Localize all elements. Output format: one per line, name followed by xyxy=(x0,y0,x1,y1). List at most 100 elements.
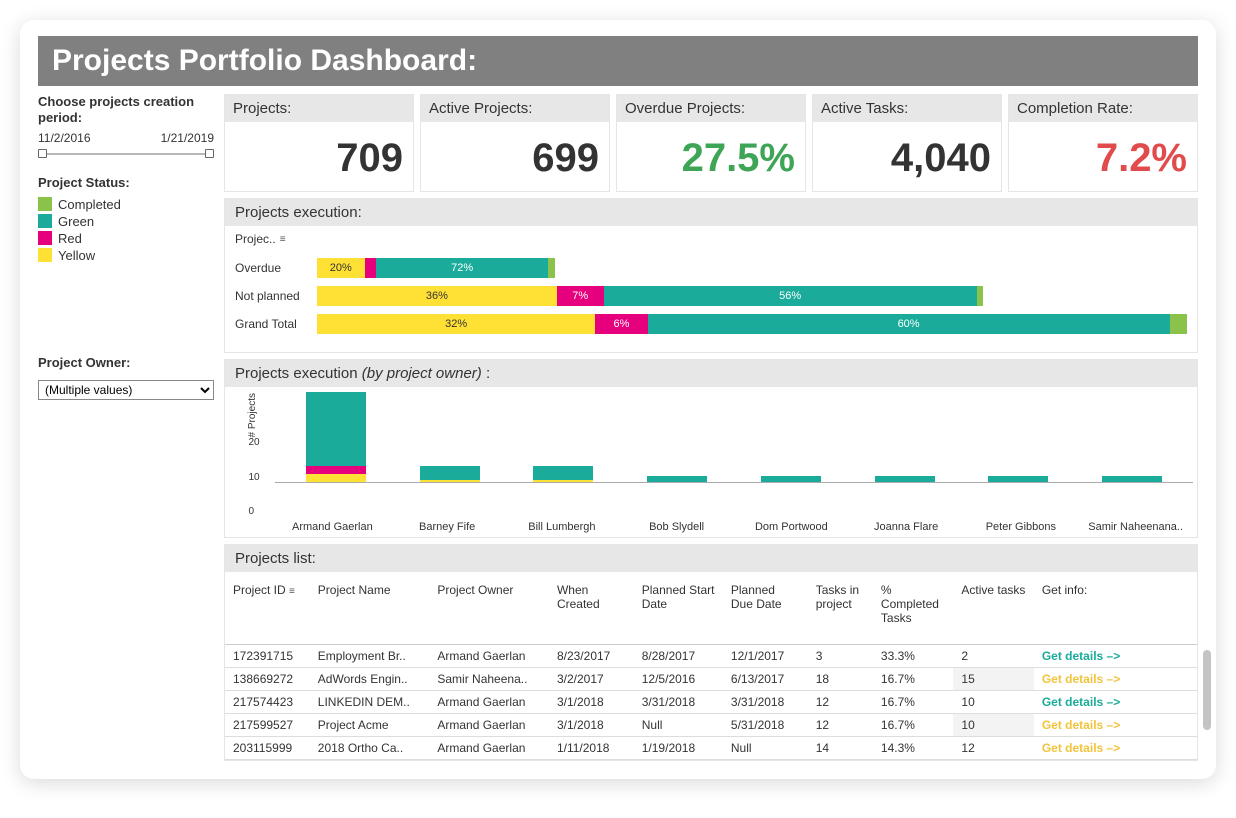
kpi-label: Active Tasks: xyxy=(813,95,1001,122)
table-header[interactable]: Planned Start Date xyxy=(634,578,723,644)
section-title-execution: Projects execution: xyxy=(225,199,1197,226)
table-cell: 2 xyxy=(953,644,1033,667)
table-cell: 3/31/2018 xyxy=(723,690,808,713)
execution-row-label: Overdue xyxy=(235,261,317,275)
table-header[interactable]: Planned Due Date xyxy=(723,578,808,644)
table-cell: 12/5/2016 xyxy=(634,667,723,690)
table-cell: Project Acme xyxy=(310,713,430,736)
owner-name-label: Armand Gaerlan xyxy=(275,517,390,533)
owner-name-label: Peter Gibbons xyxy=(964,517,1079,533)
projects-table: Project ID ≡Project NameProject OwnerWhe… xyxy=(225,578,1197,759)
table-cell: 217599527 xyxy=(225,713,310,736)
table-cell: 16.7% xyxy=(873,690,953,713)
table-cell: 12 xyxy=(808,690,873,713)
execution-segment xyxy=(548,258,555,278)
main-content: Projects: 709Active Projects: 699Overdue… xyxy=(224,94,1198,761)
get-details-link[interactable]: Get details –> xyxy=(1042,741,1120,755)
table-cell: 15 xyxy=(953,667,1033,690)
execution-segment: 56% xyxy=(604,286,977,306)
execution-bar[interactable]: 32%6%60% xyxy=(317,314,1187,334)
legend-swatch xyxy=(38,214,52,228)
y-tick: 20 xyxy=(248,437,259,448)
kpi-value: 7.2% xyxy=(1009,122,1197,191)
date-filter-label: Choose projects creation period: xyxy=(38,94,214,125)
table-header[interactable]: Get info: xyxy=(1034,578,1197,644)
table-cell: LINKEDIN DEM.. xyxy=(310,690,430,713)
owner-filter-label: Project Owner: xyxy=(38,355,214,371)
page-title: Projects Portfolio Dashboard: xyxy=(38,36,1198,86)
execution-row: Grand Total32%6%60% xyxy=(235,314,1187,334)
owner-name-label: Samir Naheenana.. xyxy=(1078,517,1193,533)
status-legend-item[interactable]: Completed xyxy=(38,197,214,212)
owner-bar[interactable] xyxy=(1075,476,1189,482)
table-header[interactable]: Project ID ≡ xyxy=(225,578,310,644)
table-cell: Samir Naheena.. xyxy=(429,667,549,690)
projects-list-section: Projects list: Project ID ≡Project NameP… xyxy=(224,544,1198,760)
status-legend-item[interactable]: Yellow xyxy=(38,248,214,263)
scrollbar[interactable] xyxy=(1203,650,1211,730)
owner-bar[interactable] xyxy=(507,466,621,482)
table-row[interactable]: 172391715Employment Br..Armand Gaerlan8/… xyxy=(225,644,1197,667)
by-owner-section: Projects execution (by project owner) : … xyxy=(224,359,1198,538)
owner-select[interactable]: (Multiple values) xyxy=(38,380,214,400)
owner-bar[interactable] xyxy=(848,476,962,482)
status-filter-label: Project Status: xyxy=(38,175,214,191)
exec-axis-label: Projec.. xyxy=(235,232,276,246)
table-cell: 1/11/2018 xyxy=(549,736,634,759)
table-row[interactable]: 2031159992018 Ortho Ca..Armand Gaerlan1/… xyxy=(225,736,1197,759)
sort-icon[interactable]: ≡ xyxy=(280,234,286,245)
table-cell: 3/31/2018 xyxy=(634,690,723,713)
table-cell: 12 xyxy=(808,713,873,736)
table-cell: Armand Gaerlan xyxy=(429,736,549,759)
owner-bar[interactable] xyxy=(734,476,848,482)
execution-bar[interactable]: 20%72% xyxy=(317,258,555,278)
kpi-row: Projects: 709Active Projects: 699Overdue… xyxy=(224,94,1198,192)
table-cell: 3/1/2018 xyxy=(549,690,634,713)
owner-name-label: Bill Lumbergh xyxy=(505,517,620,533)
table-header[interactable]: Project Owner xyxy=(429,578,549,644)
table-header[interactable]: When Created xyxy=(549,578,634,644)
table-header[interactable]: Tasks in project xyxy=(808,578,873,644)
table-row[interactable]: 138669272AdWords Engin..Samir Naheena..3… xyxy=(225,667,1197,690)
table-header[interactable]: % Completed Tasks xyxy=(873,578,953,644)
legend-swatch xyxy=(38,197,52,211)
execution-row: Not planned36%7%56% xyxy=(235,286,1187,306)
table-cell: 5/31/2018 xyxy=(723,713,808,736)
sort-icon[interactable]: ≡ xyxy=(289,586,295,597)
table-row[interactable]: 217574423LINKEDIN DEM..Armand Gaerlan3/1… xyxy=(225,690,1197,713)
section-title-list: Projects list: xyxy=(225,545,1197,572)
date-range-slider[interactable] xyxy=(38,149,214,159)
table-header[interactable]: Project Name xyxy=(310,578,430,644)
owner-bar[interactable] xyxy=(620,476,734,482)
execution-segment: 36% xyxy=(317,286,557,306)
table-cell: 203115999 xyxy=(225,736,310,759)
kpi-label: Active Projects: xyxy=(421,95,609,122)
table-row[interactable]: 217599527Project AcmeArmand Gaerlan3/1/2… xyxy=(225,713,1197,736)
execution-section: Projects execution: Projec.. ≡ Overdue20… xyxy=(224,198,1198,353)
section-title-by-owner: Projects execution (by project owner) : xyxy=(225,360,1197,387)
table-header[interactable]: Active tasks xyxy=(953,578,1033,644)
kpi-card: Active Projects: 699 xyxy=(420,94,610,192)
owners-chart[interactable] xyxy=(275,393,1193,483)
get-details-link[interactable]: Get details –> xyxy=(1042,718,1120,732)
execution-segment: 7% xyxy=(557,286,604,306)
get-details-link[interactable]: Get details –> xyxy=(1042,672,1120,686)
kpi-card: Overdue Projects: 27.5% xyxy=(616,94,806,192)
owner-bar[interactable] xyxy=(279,392,393,482)
table-cell: 10 xyxy=(953,690,1033,713)
table-cell: Armand Gaerlan xyxy=(429,713,549,736)
status-legend-item[interactable]: Green xyxy=(38,214,214,229)
status-legend-item[interactable]: Red xyxy=(38,231,214,246)
get-details-link[interactable]: Get details –> xyxy=(1042,649,1120,663)
table-cell: Armand Gaerlan xyxy=(429,644,549,667)
table-cell: Employment Br.. xyxy=(310,644,430,667)
execution-bar[interactable]: 36%7%56% xyxy=(317,286,983,306)
table-cell: 14 xyxy=(808,736,873,759)
table-cell: AdWords Engin.. xyxy=(310,667,430,690)
table-cell: 2018 Ortho Ca.. xyxy=(310,736,430,759)
execution-segment xyxy=(365,258,377,278)
owner-bar[interactable] xyxy=(393,466,507,482)
owner-bar[interactable] xyxy=(962,476,1076,482)
get-details-link[interactable]: Get details –> xyxy=(1042,695,1120,709)
table-cell: 6/13/2017 xyxy=(723,667,808,690)
